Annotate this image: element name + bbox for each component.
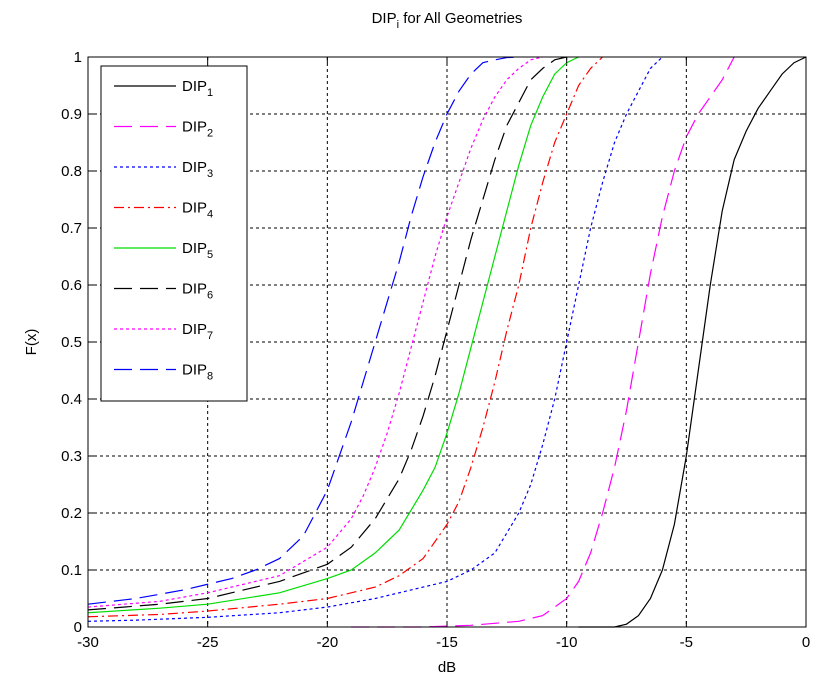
legend-label-dip-2: DIP2	[182, 119, 213, 140]
y-tick-label: 0.8	[61, 163, 82, 180]
series-line-dip-6	[87, 56, 567, 611]
x-tick-label: -5	[680, 634, 693, 651]
legend-label-dip-3: DIP3	[182, 159, 213, 180]
y-tick-label: 0.1	[61, 562, 82, 579]
title-main: DIP	[372, 10, 397, 27]
title-subscript: i	[397, 19, 399, 31]
title-rest: for All Geometries	[399, 10, 522, 27]
y-tick-label: 0.6	[61, 277, 82, 294]
legend-label-dip-1: DIP1	[182, 78, 213, 99]
series-line-dip-5	[87, 56, 579, 614]
y-tick-label: 0.7	[61, 220, 82, 237]
x-axis-label: dB	[438, 659, 456, 676]
legend: DIP1 DIP2 DIP3 DIP4 DIP5 DIP6 DIP7 DIP8	[100, 65, 248, 402]
axis-ticks: -30 -25 -20 -15 -10 -5 0 0 0.1 0.2 0.3 0.4 0.5 0.6 0.7…	[61, 49, 810, 651]
x-tick-label: -25	[197, 634, 219, 651]
series-lines	[87, 56, 807, 628]
legend-label-dip-8: DIP8	[182, 362, 213, 383]
y-tick-label: 0.5	[61, 334, 82, 351]
y-tick-label: 0.4	[61, 391, 82, 408]
x-tick-label: -30	[77, 634, 99, 651]
x-tick-label: -15	[436, 634, 458, 651]
series-line-dip-3	[87, 56, 663, 622]
legend-label-dip-6: DIP6	[182, 281, 213, 302]
y-tick-label: 0.2	[61, 505, 82, 522]
series-line-dip-7	[87, 56, 543, 608]
y-tick-label: 0.3	[61, 448, 82, 465]
series-line-dip-8	[87, 56, 519, 605]
series-line-dip-2	[351, 56, 735, 628]
y-axis-label: F(x)	[23, 329, 40, 356]
legend-box	[100, 65, 248, 402]
series-line-dip-4	[87, 56, 603, 618]
y-tick-label: 0.9	[61, 106, 82, 123]
legend-label-dip-5: DIP5	[182, 240, 213, 261]
legend-label-dip-4: DIP4	[182, 200, 213, 221]
legend-label-dip-7: DIP7	[182, 321, 213, 342]
x-tick-label: 0	[802, 634, 810, 651]
x-tick-label: -20	[316, 634, 338, 651]
chart-title: DIPi for All Geometries	[372, 10, 523, 31]
series-line-dip-1	[578, 56, 807, 628]
y-tick-label: 0	[74, 619, 82, 636]
x-tick-label: -10	[556, 634, 578, 651]
y-tick-label: 1	[74, 49, 82, 66]
